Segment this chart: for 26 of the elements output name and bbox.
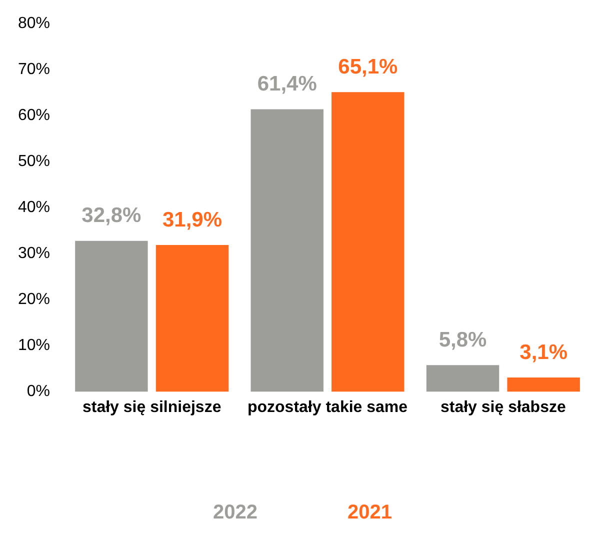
y-tick-label: 10% <box>18 337 50 354</box>
data-label: 65,1% <box>338 55 398 78</box>
bar <box>156 244 229 392</box>
text: 2022 <box>213 502 258 524</box>
x-tick-label: stały się silniejsze <box>82 398 222 416</box>
data-label: 3,1% <box>520 340 568 364</box>
bar <box>250 109 324 392</box>
data-label: 32,8% <box>82 204 142 228</box>
x-tick-label: stały się słabsze <box>440 398 566 416</box>
bar <box>507 378 580 392</box>
y-tick-label: 80% <box>18 15 50 32</box>
y-tick-label: 0% <box>26 383 50 400</box>
text: 2021 <box>348 502 392 524</box>
data-label: 61,4% <box>257 72 318 96</box>
y-tick-label: 70% <box>18 61 50 78</box>
data-label: 5,8% <box>438 328 488 352</box>
x-tick-label: pozostały takie same <box>247 398 408 416</box>
data-label: 31,9% <box>162 208 222 232</box>
bar <box>75 240 148 392</box>
bar <box>332 92 404 392</box>
y-tick-label: 40% <box>18 199 50 216</box>
y-tick-label: 60% <box>18 107 50 124</box>
bar <box>426 365 500 392</box>
y-tick-label: 30% <box>18 245 50 262</box>
y-tick-label: 20% <box>18 291 50 308</box>
y-tick-label: 50% <box>18 153 50 170</box>
